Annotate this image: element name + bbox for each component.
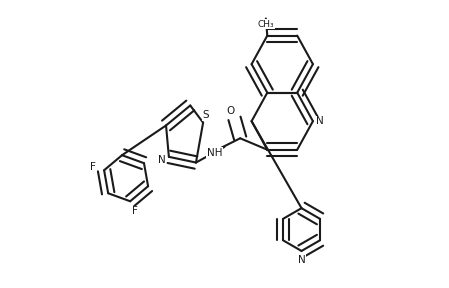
Text: S: S — [202, 111, 209, 120]
Text: N: N — [298, 255, 305, 264]
Text: F: F — [132, 206, 137, 216]
Text: NH: NH — [207, 147, 222, 158]
Text: N: N — [316, 116, 324, 126]
Text: CH₃: CH₃ — [258, 20, 274, 29]
Text: F: F — [90, 162, 96, 173]
Text: N: N — [158, 155, 166, 165]
Text: O: O — [226, 106, 234, 116]
